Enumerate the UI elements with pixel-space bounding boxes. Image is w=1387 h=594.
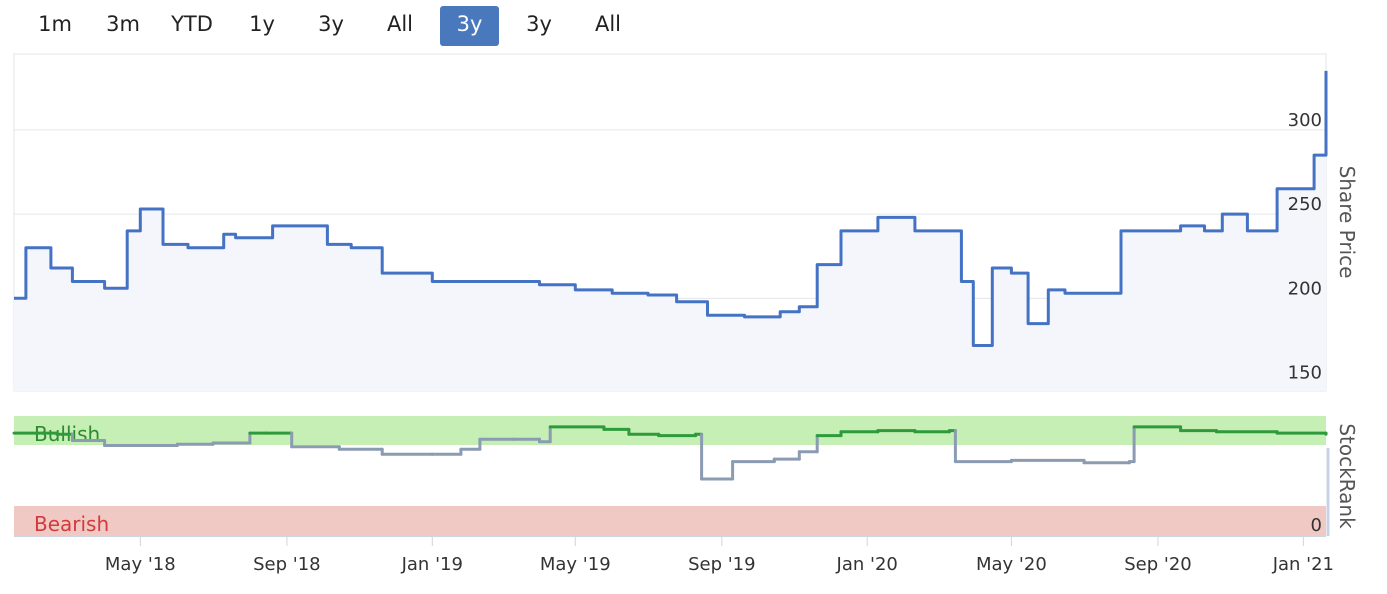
range-button-3y-second[interactable]: 3y bbox=[526, 12, 552, 36]
stockrank-series-line bbox=[12, 425, 1328, 481]
price-area-fill bbox=[14, 70, 1326, 392]
stockrank-tick-label: 0 bbox=[1311, 515, 1322, 536]
stockrank-axis-title: StockRank bbox=[1335, 423, 1359, 529]
x-tick-label: May '19 bbox=[540, 554, 611, 575]
range-button-all-second[interactable]: All bbox=[594, 12, 622, 36]
x-tick-label: May '18 bbox=[105, 554, 176, 575]
stockrank-panel: Bullish Bearish 0 StockRank bbox=[12, 416, 1359, 536]
range-button-1m[interactable]: 1m bbox=[38, 12, 72, 36]
bullish-band bbox=[14, 416, 1326, 445]
price-tick-label: 300 bbox=[1288, 110, 1322, 131]
date-x-axis: May '18 Sep '18 Jan '19 May '19 Sep '19 Jan '… bbox=[14, 448, 1334, 575]
range-button-3y-selected[interactable]: 3y bbox=[440, 6, 499, 46]
price-tick-label: 250 bbox=[1288, 194, 1322, 215]
x-tick-label: Jan '20 bbox=[836, 554, 898, 575]
range-button-1y[interactable]: 1y bbox=[249, 12, 275, 36]
stockrank-y-axis: 0 bbox=[1311, 515, 1322, 536]
bearish-band-label: Bearish bbox=[34, 512, 109, 536]
bearish-band bbox=[14, 506, 1326, 536]
range-button-all[interactable]: All bbox=[386, 12, 414, 36]
x-tick-label: Sep '19 bbox=[688, 554, 756, 575]
range-button-3m[interactable]: 3m bbox=[106, 12, 140, 36]
x-tick-label: Sep '20 bbox=[1124, 554, 1192, 575]
x-tick-label: Jan '19 bbox=[401, 554, 463, 575]
price-tick-label: 200 bbox=[1288, 278, 1322, 299]
x-tick-label: May '20 bbox=[976, 554, 1047, 575]
range-button-ytd[interactable]: YTD bbox=[171, 12, 213, 36]
price-panel: 150 200 250 300 Share Price bbox=[13, 53, 1359, 392]
range-button-3y[interactable]: 3y bbox=[318, 12, 344, 36]
price-y-axis: 150 200 250 300 bbox=[1288, 110, 1322, 384]
price-tick-label: 150 bbox=[1288, 363, 1322, 384]
range-selector: 1m 3m YTD 1y 3y All 3y 3y All bbox=[0, 0, 660, 52]
price-axis-title: Share Price bbox=[1335, 166, 1359, 279]
price-series-line bbox=[14, 70, 1328, 347]
x-tick-label: Sep '18 bbox=[253, 554, 321, 575]
x-tick-label: Jan '21 bbox=[1272, 554, 1334, 575]
